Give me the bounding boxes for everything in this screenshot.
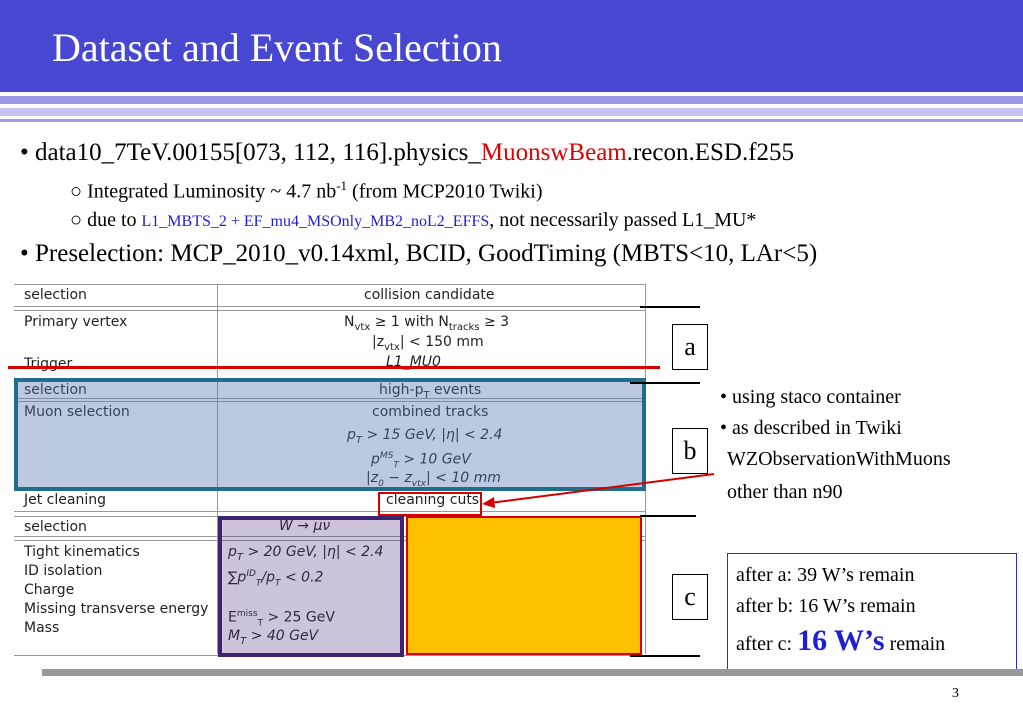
trigger-bullet: ○ due to L1_MBTS_2 + EF_mu4_MSOnly_MB2_n… bbox=[70, 209, 756, 232]
lumi-sup: -1 bbox=[336, 178, 348, 193]
divider bbox=[14, 306, 646, 307]
cut-met: EmissT > 25 GeV bbox=[228, 609, 335, 629]
header-selection: selection bbox=[24, 287, 87, 303]
page-title: Dataset and Event Selection bbox=[52, 25, 502, 70]
dataset-bullet: • data10_7TeV.00155[073, 112, 116].physi… bbox=[20, 139, 795, 166]
trigger-name: L1_MBTS_2 + EF_mu4_MSOnly_MB2_noL2_EFFS bbox=[141, 213, 490, 230]
cut-isolation: ∑pIDT/pT < 0.2 bbox=[228, 569, 324, 589]
page-number: 3 bbox=[952, 686, 959, 701]
result-c: after c: 16 W’s remain bbox=[736, 624, 946, 657]
divider bbox=[14, 398, 646, 399]
arrow-icon bbox=[482, 473, 715, 508]
selection-table: selection collision candidate Primary ve… bbox=[14, 284, 646, 656]
row-charge: Charge bbox=[24, 582, 75, 598]
row-muon-selection: Muon selection bbox=[24, 404, 130, 420]
cut-ptms: pMST > 10 GeV bbox=[371, 451, 471, 471]
header-selection: selection bbox=[24, 382, 87, 398]
cut-nvtx: Nvtx ≥ 1 with Ntracks ≥ 3 bbox=[344, 314, 510, 333]
divider bbox=[14, 401, 646, 402]
lumi-bullet: ○ Integrated Luminosity ~ 4.7 nb-1 (from… bbox=[70, 178, 543, 204]
dataset-highlight: MuonswBeam bbox=[480, 139, 627, 166]
header-w: W → μν bbox=[279, 518, 331, 534]
header-collision: collision candidate bbox=[364, 287, 495, 303]
due-text: ○ due to bbox=[70, 209, 142, 231]
cut-mt: MT > 40 GeV bbox=[228, 628, 319, 647]
title-stripe bbox=[0, 108, 1023, 116]
note-twiki: • as described in Twiki bbox=[720, 417, 902, 439]
highlight-box-c bbox=[406, 516, 642, 655]
cut-cleaning: cleaning cuts bbox=[386, 492, 480, 508]
cut-z0: |z0 − zvtx| < 10 mm bbox=[366, 470, 501, 489]
cut-pt: pT > 15 GeV, |η| < 2.4 bbox=[347, 427, 503, 446]
result-c-count: 16 W’s bbox=[797, 624, 885, 657]
note-twiki-page: WZObservationWithMuons bbox=[727, 448, 951, 470]
bracket-line bbox=[630, 382, 700, 384]
title-stripe bbox=[0, 119, 1023, 122]
row-met: Missing transverse energy bbox=[24, 601, 209, 617]
lumi-text: ○ Integrated Luminosity ~ 4.7 nb bbox=[70, 180, 337, 203]
cut-line-a bbox=[8, 366, 660, 369]
divider bbox=[14, 310, 646, 311]
row-jet-cleaning: Jet cleaning bbox=[24, 492, 106, 508]
due-post: , not necessarily passed L1_MU* bbox=[489, 209, 757, 231]
header-highpt: high-pT events bbox=[379, 382, 482, 401]
lumi-source: (from MCP2010 Twiki) bbox=[347, 180, 543, 203]
result-box: after a: 39 W’s remain after b: 16 W’s r… bbox=[727, 553, 1017, 673]
row-mass: Mass bbox=[24, 620, 60, 636]
cut-zvtx: |zvtx| < 150 mm bbox=[372, 334, 484, 353]
footer-bar bbox=[42, 669, 1023, 676]
label-a: a bbox=[672, 324, 708, 370]
label-c: c bbox=[672, 574, 708, 620]
divider bbox=[14, 536, 646, 537]
row-primary-vertex: Primary vertex bbox=[24, 314, 128, 330]
label-b: b bbox=[672, 428, 708, 474]
title-stripe bbox=[0, 96, 1023, 104]
cleaning-cuts-box bbox=[378, 492, 482, 516]
bracket-line bbox=[640, 515, 696, 517]
row-tight-kinematics: Tight kinematics bbox=[24, 544, 140, 560]
w-row-labels: Tight kinematics ID isolation Charge Mis… bbox=[24, 543, 208, 638]
dataset-suffix: .recon.ESD.f255 bbox=[626, 139, 795, 166]
row-id-isolation: ID isolation bbox=[24, 563, 103, 579]
column-divider bbox=[217, 284, 218, 654]
note-n90: other than n90 bbox=[727, 481, 843, 503]
header-selection: selection bbox=[24, 519, 87, 535]
preselection-bullet: • Preselection: MCP_2010_v0.14xml, BCID,… bbox=[20, 240, 818, 267]
divider bbox=[14, 540, 646, 541]
title-bar bbox=[0, 0, 1023, 92]
row-trigger: Trigger bbox=[24, 356, 73, 372]
result-a: after a: 39 W’s remain bbox=[736, 564, 915, 586]
result-b: after b: 16 W’s remain bbox=[736, 595, 916, 617]
dataset-name: data10_7TeV.00155[073, 112, 116].physics… bbox=[35, 139, 481, 166]
bracket-line bbox=[630, 655, 700, 657]
highlight-box-b bbox=[14, 378, 646, 491]
cut-combined: combined tracks bbox=[372, 404, 489, 420]
note-staco: • using staco container bbox=[720, 386, 901, 408]
highlight-box-w bbox=[218, 516, 404, 657]
cut-w-pt: pT > 20 GeV, |η| < 2.4 bbox=[228, 544, 384, 563]
bracket-line bbox=[640, 306, 700, 308]
